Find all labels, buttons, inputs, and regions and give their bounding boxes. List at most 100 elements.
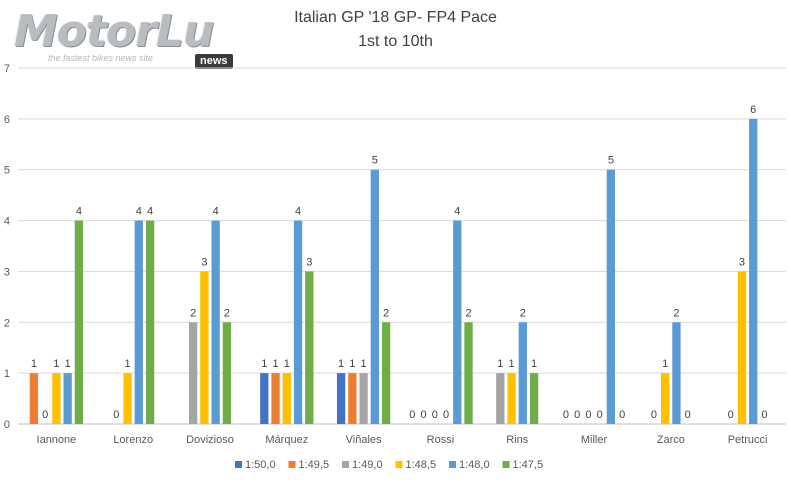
bar — [188, 322, 198, 424]
data-label: 4 — [147, 206, 153, 218]
logo-tagline: the fastest bikes news site — [48, 53, 154, 63]
data-label: 4 — [76, 206, 82, 218]
data-label: 1 — [261, 358, 267, 370]
x-tick-label: Petrucci — [728, 434, 768, 446]
y-tick-label: 7 — [4, 63, 10, 75]
bar — [737, 271, 747, 424]
legend-label: 1:48,5 — [406, 459, 437, 471]
data-label: 0 — [685, 409, 691, 421]
data-label: 0 — [651, 409, 657, 421]
data-label: 5 — [608, 155, 614, 167]
legend-swatch — [235, 461, 242, 468]
motorlu-logo: MotorLu the fastest bikes news site news — [14, 6, 234, 70]
data-label: 0 — [585, 409, 591, 421]
legend-swatch — [342, 461, 349, 468]
bar — [305, 271, 314, 424]
bar — [496, 373, 505, 424]
bar — [52, 373, 61, 424]
y-tick-label: 0 — [4, 419, 10, 431]
bar — [370, 169, 379, 424]
data-label: 0 — [42, 409, 48, 421]
data-label: 2 — [190, 307, 196, 319]
x-tick-label: Lorenzo — [113, 434, 153, 446]
bar — [74, 220, 84, 424]
bar — [661, 373, 670, 424]
data-label: 0 — [563, 409, 569, 421]
y-tick-label: 6 — [4, 114, 10, 126]
legend-label: 1:48,0 — [459, 459, 490, 471]
legend-swatch — [395, 461, 403, 468]
logo-news-badge: news — [195, 54, 233, 69]
bar — [222, 322, 232, 424]
data-label: 1 — [531, 358, 537, 370]
data-label: 0 — [113, 409, 119, 421]
bar — [145, 220, 155, 424]
legend-label: 1:49,0 — [352, 459, 383, 471]
data-label: 1 — [31, 358, 37, 370]
data-label: 5 — [372, 155, 378, 167]
legend-swatch — [449, 461, 456, 468]
legend-label: 1:50,0 — [245, 459, 276, 471]
data-label: 2 — [520, 307, 526, 319]
bar — [211, 220, 220, 424]
y-tick-label: 1 — [4, 368, 10, 380]
chart-subtitle: 1st to 10th — [358, 33, 433, 50]
legend-swatch — [502, 461, 510, 468]
data-label: 0 — [443, 409, 449, 421]
x-tick-label: Iannone — [37, 434, 77, 446]
bar — [63, 373, 72, 424]
data-label: 4 — [454, 206, 460, 218]
data-label: 1 — [53, 358, 59, 370]
x-tick-label: Zarco — [657, 434, 685, 446]
bar — [606, 169, 616, 424]
bar — [282, 373, 291, 424]
bar — [381, 322, 391, 424]
data-label: 0 — [728, 409, 734, 421]
bar — [507, 373, 516, 424]
data-label: 4 — [213, 206, 219, 218]
data-label: 0 — [432, 409, 438, 421]
data-label: 3 — [739, 256, 745, 268]
data-label: 1 — [509, 358, 515, 370]
bar — [672, 322, 681, 424]
x-tick-label: Dovizioso — [186, 434, 234, 446]
data-label: 1 — [662, 358, 668, 370]
data-label: 4 — [295, 206, 301, 218]
data-label: 0 — [574, 409, 580, 421]
data-label: 1 — [125, 358, 131, 370]
bar — [134, 220, 143, 424]
x-tick-label: Márquez — [265, 434, 308, 446]
data-label: 1 — [349, 358, 355, 370]
bar — [29, 373, 39, 424]
y-tick-label: 4 — [4, 216, 10, 228]
bar — [123, 373, 132, 424]
data-label: 6 — [750, 104, 756, 116]
legend-swatch — [288, 461, 296, 468]
bar — [359, 373, 368, 424]
y-tick-label: 5 — [4, 165, 10, 177]
bar — [453, 220, 462, 424]
data-label: 2 — [383, 307, 389, 319]
data-label: 1 — [497, 358, 503, 370]
data-label: 3 — [306, 256, 312, 268]
bar — [529, 373, 539, 424]
y-tick-label: 3 — [4, 266, 10, 278]
x-tick-label: Viñales — [346, 434, 382, 446]
bar — [518, 322, 527, 424]
x-tick-label: Miller — [581, 434, 608, 446]
bar — [348, 373, 357, 424]
x-tick-label: Rins — [506, 434, 529, 446]
data-label: 4 — [136, 206, 142, 218]
data-label: 1 — [361, 358, 367, 370]
y-tick-label: 2 — [4, 317, 10, 329]
bar — [464, 322, 473, 424]
data-label: 1 — [65, 358, 71, 370]
legend-label: 1:49,5 — [299, 459, 330, 471]
data-label: 0 — [420, 409, 426, 421]
chart-title: Italian GP '18 GP- FP4 Pace — [294, 9, 497, 26]
data-label: 1 — [284, 358, 290, 370]
bar — [293, 220, 303, 424]
logo-wordmark: MotorLu — [14, 6, 214, 57]
bar — [749, 118, 758, 424]
